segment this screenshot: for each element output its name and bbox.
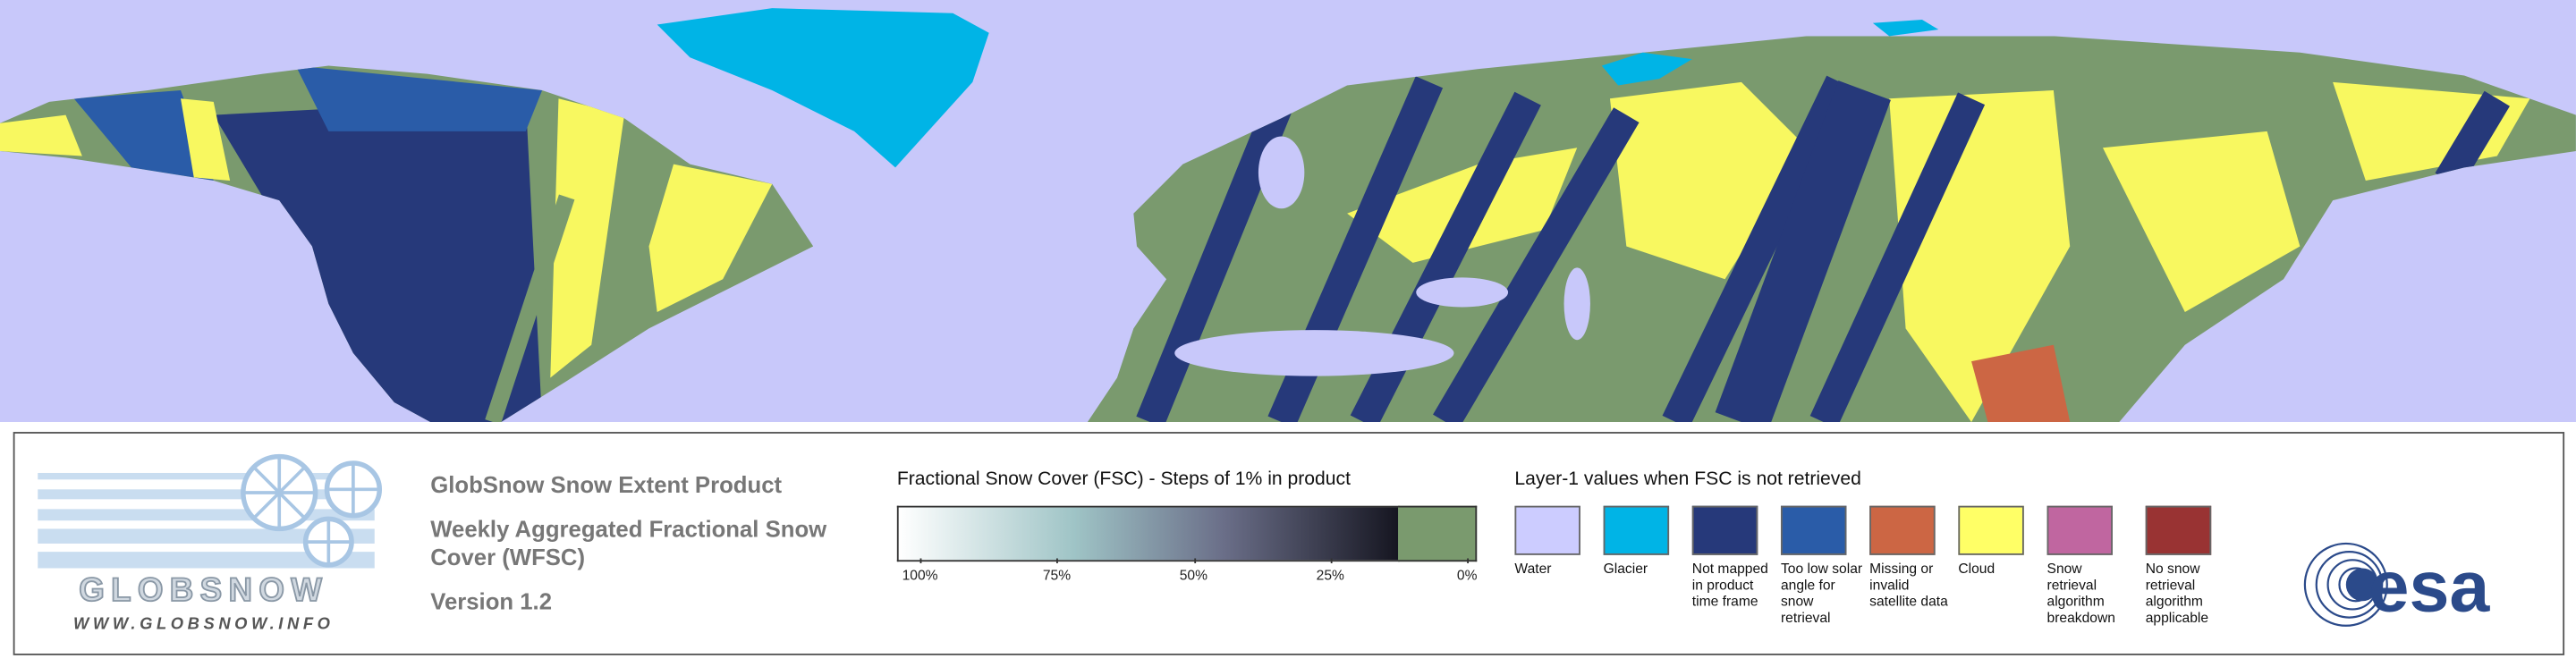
map-shape — [241, 453, 383, 568]
map-shape — [213, 98, 543, 423]
colorbar-tick-label: 0% — [1456, 566, 1478, 584]
map-shape — [550, 98, 624, 378]
map-shape — [485, 194, 575, 423]
map-shape — [2303, 542, 2388, 627]
colorbar-title: Fractional Snow Cover (FSC) - Steps of 1… — [896, 469, 1351, 490]
map-shape — [2435, 90, 2510, 189]
product-version: Version 1.2 — [430, 587, 553, 614]
map-shape — [2315, 551, 2384, 619]
esa-logo: esa — [2303, 542, 2491, 627]
product-subtitle: Weekly Aggregated Fractional Snow Cover … — [430, 515, 827, 570]
map-shape — [38, 472, 375, 569]
legend-swatch — [2145, 505, 2212, 555]
map-shape — [38, 472, 375, 480]
legend-swatch — [1603, 505, 1670, 555]
map-shape — [1715, 80, 1891, 423]
map-shape — [251, 465, 307, 520]
map-shape — [1809, 92, 1986, 423]
colorbar-tick-label: 25% — [1316, 566, 1344, 584]
legend-label: Too low solar angle for snow retrieval — [1780, 560, 1863, 626]
legend-label: No snow retrieval algorithm applicable — [2145, 560, 2209, 626]
legend-label: Cloud — [1958, 560, 1996, 577]
globsnow-logo: GLOBSNOW WWW.GLOBSNOW.INFO — [38, 453, 383, 632]
map-shape — [2345, 568, 2379, 602]
colorbar-tick-mark — [1193, 558, 1196, 563]
legend-label: Missing or invalid satellite data — [1869, 560, 1948, 610]
map-shape — [38, 552, 375, 569]
map-shape — [38, 528, 375, 544]
colorbar-tick-mark — [1330, 558, 1333, 563]
layer1-title: Layer-1 values when FSC is not retrieved — [1514, 469, 1861, 490]
snow-map — [0, 0, 2576, 423]
map-shape — [657, 8, 989, 168]
colorbar-tick-label: 100% — [902, 566, 938, 584]
legend-label: Snow retrieval algorithm breakdown — [2046, 560, 2115, 626]
map-shape — [2102, 131, 2301, 312]
map-shape — [1136, 92, 1295, 423]
legend-label: Not mapped in product time frame — [1691, 560, 1768, 610]
legend-swatch — [1780, 505, 1847, 555]
map-shape — [1971, 344, 2071, 423]
product-title: GlobSnow Snow Extent Product — [430, 471, 783, 498]
map-shape — [38, 489, 375, 500]
legend-swatch — [1514, 505, 1580, 555]
logo-name: GLOBSNOW — [79, 571, 328, 608]
map-shape — [1609, 81, 1808, 280]
legend-swatch — [1869, 505, 1936, 555]
colorbar-gradient — [896, 505, 1400, 562]
map-shape — [1563, 267, 1590, 341]
map-shape — [1433, 107, 1640, 423]
map-shape — [1258, 136, 1305, 209]
map-shape — [0, 114, 82, 156]
map-shape — [1174, 330, 1454, 376]
map-shape — [1601, 52, 1692, 86]
map-shape — [1872, 20, 1939, 37]
legend-swatch — [1691, 505, 1758, 555]
colorbar-tick-label: 75% — [1042, 566, 1072, 584]
map-shape — [73, 90, 214, 182]
legend-swatch — [1958, 505, 2024, 555]
map-shape — [295, 65, 543, 131]
map-shape — [181, 98, 231, 182]
map-shape — [1416, 277, 1509, 308]
map-shape — [1662, 75, 1853, 423]
colorbar-tick-mark — [1056, 558, 1059, 563]
map-shape — [648, 164, 773, 312]
colorbar-tick-mark — [1467, 558, 1470, 563]
legend-swatch — [2046, 505, 2113, 555]
colorbar-zero — [1398, 505, 1478, 562]
esa-text: esa — [2369, 546, 2491, 627]
legend-label: Water — [1514, 560, 1552, 577]
colorbar-tick-label: 50% — [1179, 566, 1208, 584]
logo-url: WWW.GLOBSNOW.INFO — [73, 613, 335, 632]
map-shape — [242, 456, 380, 565]
legend-label: Glacier — [1603, 560, 1648, 577]
colorbar-tick-mark — [919, 558, 922, 563]
